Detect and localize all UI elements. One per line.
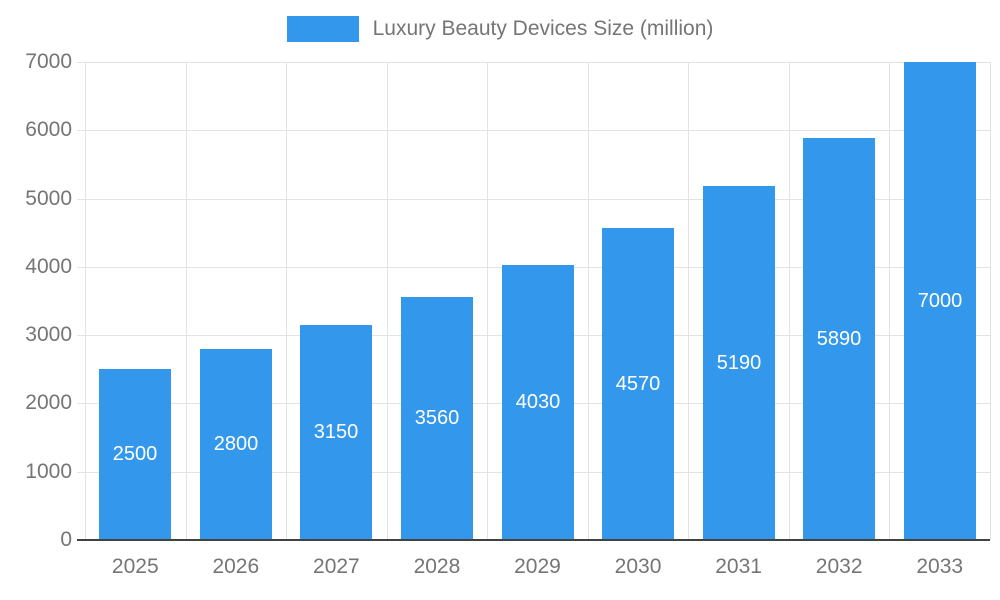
bar[interactable]: 3150: [300, 325, 372, 540]
y-axis-tick: [77, 130, 85, 132]
y-tick-label: 3000: [25, 323, 72, 347]
y-tick-label: 0: [60, 528, 72, 551]
bar[interactable]: 4030: [502, 265, 574, 540]
bar-value-label: 3150: [313, 421, 359, 443]
y-tick-label: 1000: [25, 459, 72, 483]
bar-value-label: 5190: [716, 351, 762, 374]
grid-line-vertical: [990, 62, 991, 540]
grid-line-vertical: [889, 62, 890, 540]
x-tick-label: 2030: [614, 555, 662, 578]
legend-swatch: [286, 16, 359, 42]
bar[interactable]: 5890: [803, 138, 875, 540]
legend-label: Luxury Beauty Devices Size (million): [372, 17, 714, 40]
x-tick-label: 2026: [212, 555, 260, 578]
y-tick-label: 4000: [25, 254, 72, 278]
grid-line-horizontal: [85, 130, 990, 132]
plot-area: 2500 2800 3150 3560 4030 4570 5190 5890 7000: [85, 62, 991, 541]
y-tick-label: 6000: [25, 118, 72, 142]
x-tick-label: 2033: [916, 555, 964, 578]
bar-value-label: 4030: [515, 391, 561, 413]
bar-value-label: 5890: [816, 327, 862, 350]
grid-line-vertical: [85, 62, 86, 540]
bar[interactable]: 2800: [200, 349, 272, 540]
grid-line-vertical: [487, 62, 488, 540]
grid-line-horizontal: [85, 539, 990, 541]
bar-value-label: 2800: [213, 433, 259, 455]
x-tick-label: 2031: [715, 555, 762, 578]
bar[interactable]: 4570: [602, 228, 674, 540]
x-tick-label: 2028: [413, 555, 461, 578]
y-axis-tick: [77, 539, 85, 541]
x-tick-label: 2029: [514, 555, 561, 578]
grid-line-horizontal: [85, 198, 990, 200]
bar-value-label: 4570: [615, 372, 661, 395]
y-axis-tick: [77, 335, 85, 337]
grid-line-vertical: [588, 62, 589, 540]
y-axis-tick: [77, 471, 85, 473]
grid-line-vertical: [387, 62, 388, 540]
bar-value-label: 7000: [917, 289, 963, 312]
y-tick-label: 5000: [25, 186, 72, 210]
y-axis-tick: [77, 62, 85, 63]
grid-line-horizontal: [85, 62, 990, 63]
x-tick-label: 2025: [111, 555, 159, 578]
bar[interactable]: 3560: [401, 297, 473, 540]
y-axis-tick: [77, 198, 85, 200]
bar-value-label: 2500: [112, 443, 158, 465]
grid-line-vertical: [286, 62, 287, 540]
grid-line-vertical: [789, 62, 790, 540]
bar-value-label: 3560: [414, 407, 460, 429]
grid-line-vertical: [688, 62, 689, 540]
legend[interactable]: Luxury Beauty Devices Size (million): [0, 16, 1000, 42]
y-axis-tick: [77, 266, 85, 268]
bar[interactable]: 5190: [703, 186, 775, 540]
y-axis-tick: [77, 403, 85, 405]
y-tick-label: 7000: [25, 50, 72, 73]
x-tick-label: 2032: [815, 555, 863, 578]
y-tick-label: 2000: [25, 391, 72, 415]
bar[interactable]: 2500: [99, 369, 171, 540]
grid-line-vertical: [186, 62, 187, 540]
bar[interactable]: 7000: [904, 62, 976, 540]
x-tick-label: 2027: [313, 555, 360, 578]
